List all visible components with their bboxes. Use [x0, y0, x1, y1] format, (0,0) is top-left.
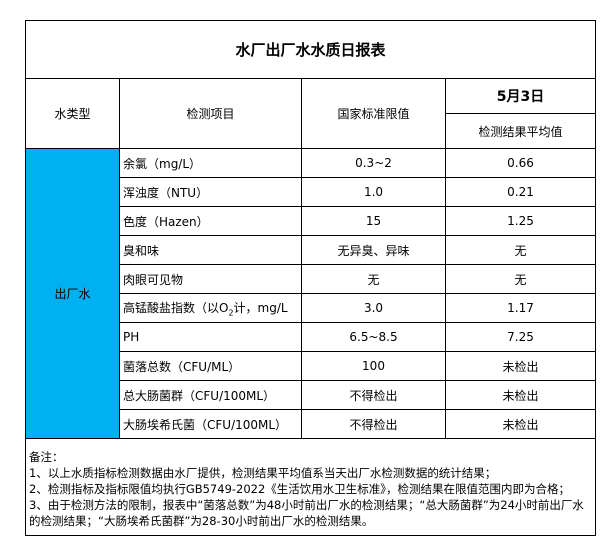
- notes-label: 备注：: [29, 450, 64, 464]
- table-row: 菌落总数（CFU/ML） 100 未检出: [26, 351, 597, 381]
- report-table: 水厂出厂水水质日报表 水类型 检测项目 国家标准限值 5月3日 检测结果平均值 …: [24, 20, 597, 536]
- table-row: 色度（Hazen） 15 1.25: [26, 206, 597, 236]
- header-standard: 国家标准限值: [301, 78, 446, 149]
- standard-cell: 100: [301, 351, 446, 381]
- standard-cell: 不得检出: [301, 380, 446, 410]
- item-cell: 色度（Hazen）: [119, 206, 302, 236]
- standard-cell: 3.0: [301, 293, 446, 323]
- header-item: 检测项目: [119, 78, 302, 149]
- item-cell: 高锰酸盐指数（以O2计，mg/L: [119, 293, 302, 323]
- item-subscript: 2: [228, 308, 234, 318]
- item-cell: 肉眼可见物: [119, 264, 302, 294]
- item-prefix: 高锰酸盐指数（以O: [123, 300, 229, 315]
- table-row: 高锰酸盐指数（以O2计，mg/L 3.0 1.17: [26, 293, 597, 323]
- standard-cell: 0.3~2: [301, 148, 446, 178]
- result-cell: 无: [444, 264, 597, 294]
- result-cell: 1.25: [444, 206, 597, 236]
- note-item: 2、检测指标及指标限值均执行GB5749-2022《生活饮用水卫生标准》，检测结…: [29, 482, 571, 496]
- item-cell: 菌落总数（CFU/ML）: [119, 351, 302, 381]
- water-quality-report: 水厂出厂水水质日报表 水类型 检测项目 国家标准限值 5月3日 检测结果平均值 …: [24, 20, 597, 536]
- report-title: 水厂出厂水水质日报表: [24, 20, 597, 79]
- result-cell: 7.25: [444, 322, 597, 352]
- standard-cell: 不得检出: [301, 409, 446, 439]
- standard-cell: 无异臭、异味: [301, 235, 446, 265]
- standard-cell: 无: [301, 264, 446, 294]
- note-item: 3、由于检测方法的限制，报表中“菌落总数”为48小时前出厂水的检测结果；“总大肠…: [29, 498, 584, 528]
- result-cell: 1.17: [444, 293, 597, 323]
- header-result: 检测结果平均值: [444, 113, 597, 149]
- item-cell: 浑浊度（NTU）: [119, 177, 302, 207]
- result-cell: 0.21: [444, 177, 597, 207]
- table-row: 大肠埃希氏菌（CFU/100ML） 不得检出 未检出: [26, 409, 597, 439]
- header-water-type: 水类型: [25, 78, 120, 149]
- result-cell: 未检出: [444, 351, 597, 381]
- table-row: PH 6.5~8.5 7.25: [26, 322, 597, 352]
- item-cell: 余氯（mg/L）: [119, 148, 302, 178]
- standard-cell: 6.5~8.5: [301, 322, 446, 352]
- item-suffix: 计，mg/L: [233, 300, 288, 315]
- result-cell: 未检出: [444, 409, 597, 439]
- category-cell: 出厂水: [25, 148, 120, 439]
- table-row: 出厂水 余氯（mg/L） 0.3~2 0.66: [25, 148, 597, 439]
- notes-section: 备注： 1、以上水质指标检测数据由水厂提供，检测结果平均值系当天出厂水检测数据的…: [24, 438, 597, 536]
- table-row: 臭和味 无异臭、异味 无: [26, 235, 597, 265]
- item-cell: PH: [119, 322, 302, 352]
- item-cell: 臭和味: [119, 235, 302, 265]
- item-cell: 总大肠菌群（CFU/100ML）: [119, 380, 302, 410]
- note-item: 1、以上水质指标检测数据由水厂提供，检测结果平均值系当天出厂水检测数据的统计结果…: [29, 466, 497, 480]
- result-cell: 无: [444, 235, 597, 265]
- table-row: 浑浊度（NTU） 1.0 0.21: [26, 177, 597, 207]
- header-date: 5月3日: [444, 78, 597, 114]
- item-cell: 大肠埃希氏菌（CFU/100ML）: [119, 409, 302, 439]
- result-cell: 未检出: [444, 380, 597, 410]
- standard-cell: 1.0: [301, 177, 446, 207]
- table-row: 肉眼可见物 无 无: [26, 264, 597, 294]
- standard-cell: 15: [301, 206, 446, 236]
- result-cell: 0.66: [444, 148, 597, 178]
